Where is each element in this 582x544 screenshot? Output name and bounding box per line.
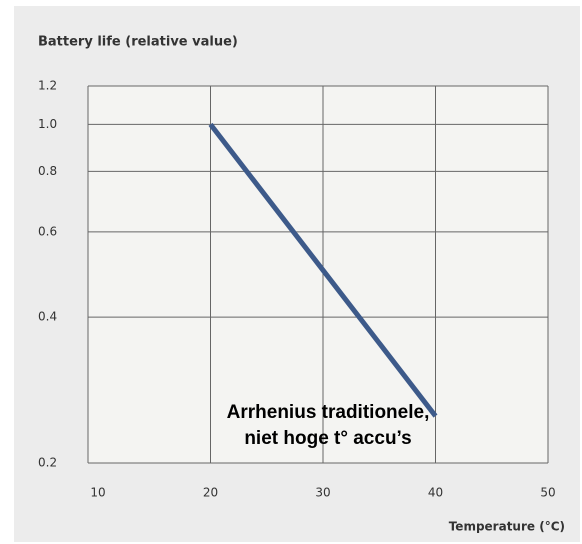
x-axis-label: Temperature (°C) xyxy=(449,520,565,534)
x-tick-label: 30 xyxy=(315,486,330,500)
data-line xyxy=(208,122,438,418)
y-tick-label: 0.8 xyxy=(38,164,57,178)
y-tick-label: 0.4 xyxy=(38,310,57,324)
x-tick-label: 20 xyxy=(203,486,218,500)
x-tick-label: 40 xyxy=(428,486,443,500)
annotation: niet hoge t° accu’s xyxy=(244,428,411,449)
y-tick-label: 0.2 xyxy=(38,456,57,470)
y-tick-label: 1.2 xyxy=(38,79,57,93)
x-tick-label: 50 xyxy=(540,486,555,500)
annotation: Arrhenius traditionele, xyxy=(227,402,430,423)
x-tick-label: 10 xyxy=(90,486,105,500)
y-tick-label: 1.0 xyxy=(38,117,57,131)
plot-area xyxy=(88,86,548,463)
chart-title: Battery life (relative value) xyxy=(38,35,238,50)
y-tick-label: 0.6 xyxy=(38,224,57,238)
